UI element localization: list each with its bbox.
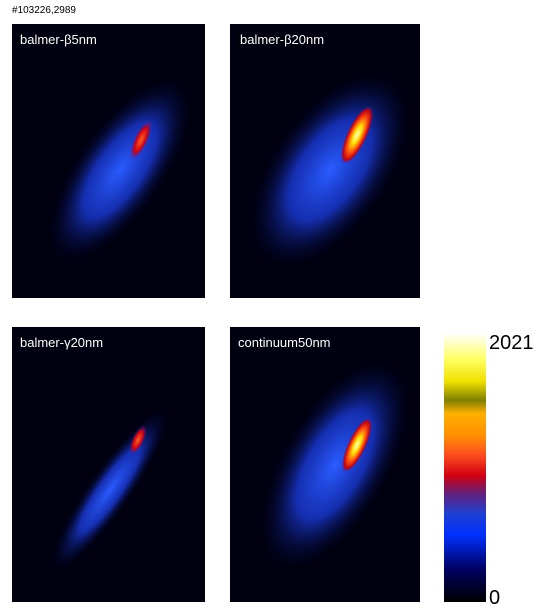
panel: balmer-β20nm — [215, 24, 445, 299]
colorbar — [444, 333, 486, 602]
figure-id: #103226,2989 — [12, 5, 76, 16]
page: {"figure_id": "#103226,2989", "panels": … — [0, 0, 547, 606]
panel-label: balmer-β20nm — [240, 32, 324, 47]
panel-label: balmer-β5nm — [20, 32, 97, 47]
panel: balmer-γ20nm — [12, 327, 205, 602]
panel: balmer-β5nm — [12, 24, 220, 298]
panel-label: balmer-γ20nm — [20, 335, 103, 350]
colorbar-max-label: 2021 — [489, 332, 534, 354]
colorbar-min-label: 0 — [489, 587, 500, 606]
panel-label: continuum50nm — [238, 335, 331, 350]
panel: continuum50nm — [227, 327, 442, 602]
figure: #103226,2989 balmer-β5nm balmer-β20nm ba… — [0, 0, 547, 606]
